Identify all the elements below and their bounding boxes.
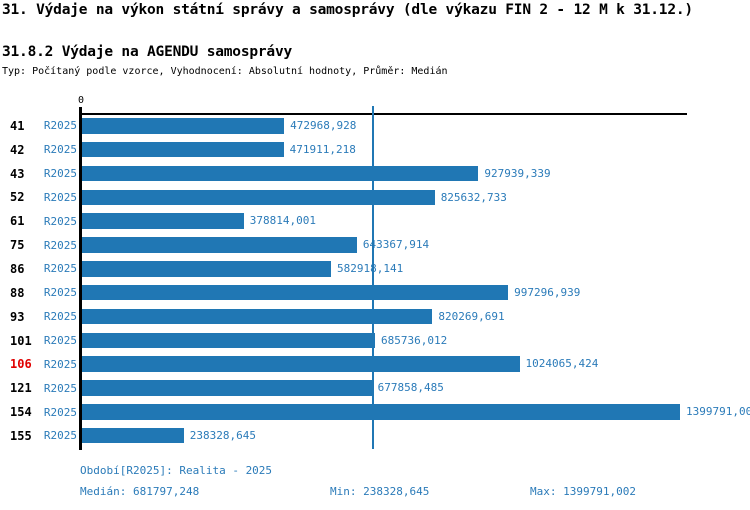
chart-subtitle: 31.8.2 Výdaje na AGENDU samosprávy <box>2 44 293 60</box>
bar-row: 582918,141 <box>82 257 747 281</box>
category-label: 101 <box>10 333 32 348</box>
category-row: 155 R2025 <box>10 424 77 448</box>
y-axis-line <box>79 107 82 450</box>
value-label: 472968,928 <box>290 119 357 132</box>
bar-row: 238328,645 <box>82 424 747 448</box>
category-label: 43 <box>10 166 25 181</box>
period-label: R2025 <box>43 357 77 371</box>
chart-meta-line: Typ: Počítaný podle vzorce, Vyhodnocení:… <box>2 66 448 77</box>
category-label: 42 <box>10 142 25 157</box>
category-row: 86 R2025 <box>10 257 77 281</box>
category-label: 106 <box>10 357 32 372</box>
bar-row: 1399791,002 <box>82 400 750 424</box>
category-labels-column: 41 R2025 42 R2025 43 R2025 52 R2025 61 R… <box>10 114 77 448</box>
value-label: 820269,691 <box>438 309 505 323</box>
category-row: 61 R2025 <box>10 209 77 233</box>
bar <box>82 284 509 301</box>
bar <box>82 332 375 349</box>
value-label: 643367,914 <box>362 238 430 252</box>
bar-row: 820269,691 <box>82 305 747 329</box>
bar-row: 472968,928 <box>82 114 747 138</box>
footer-period: Období[R2025]: Realita - 2025 <box>80 464 273 477</box>
value-label: 1399791,002 <box>686 405 750 419</box>
bar <box>82 261 331 277</box>
value-label: 1024065,424 <box>525 357 599 371</box>
period-label: R2025 <box>43 214 77 228</box>
category-label: 93 <box>10 309 25 324</box>
category-label: 154 <box>10 405 32 420</box>
value-label: 927939,339 <box>484 166 551 180</box>
footer-max: Max: 1399791,002 <box>530 485 636 498</box>
period-label: R2025 <box>43 190 77 204</box>
period-label: R2025 <box>43 405 77 419</box>
value-label: 677858,485 <box>377 381 444 395</box>
bar <box>82 141 284 158</box>
period-label: R2025 <box>43 143 77 157</box>
value-label: 238328,645 <box>189 428 257 442</box>
bar <box>82 380 372 396</box>
category-label: 121 <box>10 381 32 396</box>
bar <box>82 308 433 325</box>
category-row: 101 R2025 <box>10 329 77 353</box>
category-row: 43 R2025 <box>10 162 77 186</box>
category-row: 75 R2025 <box>10 233 77 257</box>
value-label: 471911,218 <box>289 142 356 156</box>
period-label: R2025 <box>43 262 77 276</box>
bar <box>82 118 285 134</box>
category-label: 86 <box>10 261 25 276</box>
category-row: 106 R2025 <box>10 352 77 376</box>
bar-row: 1024065,424 <box>82 352 747 376</box>
median-line <box>372 106 375 449</box>
bar <box>82 237 357 253</box>
bar <box>82 165 479 182</box>
bar-row: 685736,012 <box>82 329 747 353</box>
bar-row: 927939,339 <box>82 162 747 186</box>
category-label: 61 <box>10 214 25 229</box>
value-label: 582918,141 <box>337 262 404 276</box>
value-label: 685736,012 <box>381 333 448 347</box>
period-label: R2025 <box>43 381 77 395</box>
bar-row: 825632,733 <box>82 186 747 210</box>
category-row: 93 R2025 <box>10 305 77 329</box>
period-label: R2025 <box>43 310 77 324</box>
category-label: 88 <box>10 285 25 300</box>
value-label: 825632,733 <box>440 190 507 204</box>
category-row: 88 R2025 <box>10 281 77 305</box>
bar <box>82 189 435 206</box>
x-axis-zero-tick-label: 0 <box>77 95 85 106</box>
bar <box>82 356 520 372</box>
category-row: 121 R2025 <box>10 376 77 400</box>
value-label: 997296,939 <box>514 285 581 299</box>
category-label: 41 <box>10 118 25 133</box>
period-label: R2025 <box>43 334 77 348</box>
category-row: 52 R2025 <box>10 186 77 210</box>
bar-row: 997296,939 <box>82 281 747 305</box>
period-label: R2025 <box>43 286 77 300</box>
period-label: R2025 <box>43 238 77 252</box>
bar-row: 471911,218 <box>82 138 747 162</box>
footer-median: Medián: 681797,248 <box>80 485 200 498</box>
category-row: 42 R2025 <box>10 138 77 162</box>
category-row: 154 R2025 <box>10 400 77 424</box>
bar <box>82 404 680 420</box>
bar <box>82 427 184 444</box>
category-label: 52 <box>10 190 25 205</box>
value-label: 378814,001 <box>249 214 317 228</box>
period-label: R2025 <box>43 167 77 181</box>
category-row: 41 R2025 <box>10 114 77 138</box>
category-label: 155 <box>10 428 32 443</box>
period-label: R2025 <box>43 119 77 133</box>
category-label: 75 <box>10 238 25 253</box>
period-label: R2025 <box>43 429 77 443</box>
bars-area: 472968,928 471911,218 927939,339 825632,… <box>82 114 750 448</box>
bar-row: 643367,914 <box>82 233 747 257</box>
chart-title: 31. Výdaje na výkon státní správy a samo… <box>2 2 693 18</box>
x-axis-line <box>79 113 687 115</box>
footer-min: Min: 238328,645 <box>330 485 430 498</box>
bar-row: 677858,485 <box>82 376 747 400</box>
bar-row: 378814,001 <box>82 209 747 233</box>
bar <box>82 213 244 229</box>
